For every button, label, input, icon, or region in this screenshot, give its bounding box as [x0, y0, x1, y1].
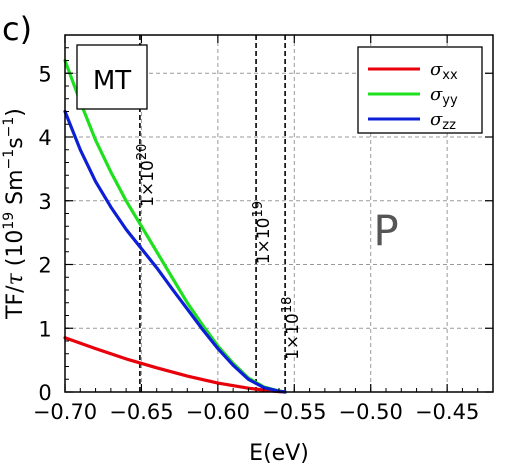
x-tick-label: −0.50: [339, 400, 403, 424]
series-line-zz: [63, 109, 287, 394]
series-line-xx: [63, 336, 287, 394]
panel-label: c): [2, 10, 32, 48]
y-tick-label: 5: [38, 62, 51, 86]
x-tick-label: −0.70: [33, 400, 97, 424]
series-line-yy: [63, 58, 287, 394]
x-tick-label: −0.55: [262, 400, 326, 424]
x-tick-label: −0.60: [186, 400, 250, 424]
annotations: 1×1020 1×1019 1×1018 MT P: [76, 44, 399, 360]
x-tick-label: −0.45: [415, 400, 479, 424]
x-tick-label: −0.65: [109, 400, 173, 424]
vertical-marker-label: 1×1018: [280, 297, 303, 360]
region-box: [76, 44, 148, 110]
legend-label-xx: σxx: [430, 59, 458, 83]
y-tick-label: 0: [38, 381, 51, 405]
axis-ticks: [64, 34, 494, 393]
legend-label-zz: σzz: [430, 109, 456, 133]
vertical-marker-label: 1×1019: [251, 201, 274, 264]
x-axis-title: E(eV): [249, 441, 309, 466]
y-tick-label: 1: [38, 317, 51, 341]
y-tick-label: 4: [38, 126, 51, 150]
legend-label-yy: σyy: [430, 84, 458, 108]
series-lines: [63, 58, 287, 394]
y-tick-label: 2: [38, 254, 51, 278]
tick-labels: −0.70 −0.65 −0.60 −0.55 −0.50 −0.45 0 1 2 3 4 5: [33, 62, 480, 424]
y-axis-title: TF/τ (1019 Sm−1s−1): [1, 108, 28, 320]
region-label-p: P: [373, 206, 398, 255]
y-tick-label: 3: [38, 190, 51, 214]
vertical-marker-label: 1×1020: [135, 144, 158, 207]
region-label-mt: MT: [93, 66, 131, 96]
